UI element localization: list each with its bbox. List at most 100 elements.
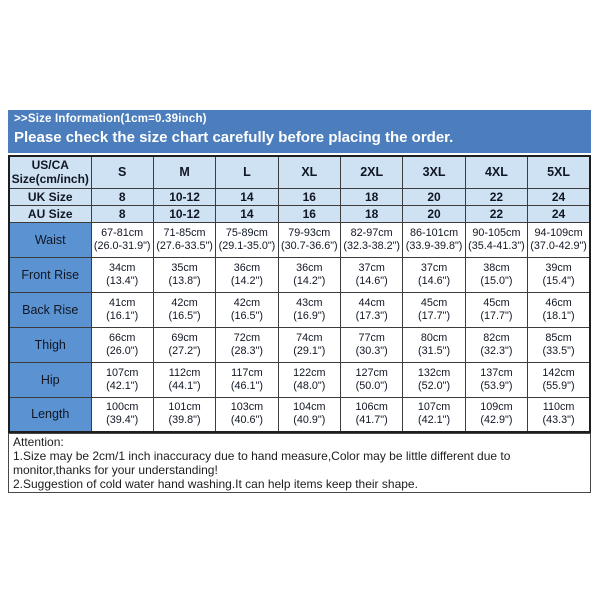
measurement-inch: (33.5") [542, 344, 575, 357]
size-col-header-m: M [152, 155, 217, 189]
measurement-inch: (16.9") [293, 309, 326, 322]
size-col-header-5xl: 5XL [527, 155, 591, 189]
measurement-cell: 42cm (16.5") [215, 291, 279, 328]
measurement-cm: 132cm [417, 366, 451, 379]
measurement-cm: 74cm [296, 331, 323, 344]
measurement-cm: 142cm [542, 366, 575, 379]
measurement-cell: 37cm (14.6") [402, 256, 466, 293]
measurement-cm: 71-85cm [163, 226, 206, 239]
corner-line2: Size(cm/inch) [11, 172, 89, 187]
measurement-inch: (27.6-33.5") [156, 239, 213, 252]
measurement-cm: 100cm [105, 401, 139, 414]
measurement-cell: 117cm (46.1") [215, 361, 279, 398]
measurement-cm: 110cm [542, 401, 575, 414]
measurement-cell: 137cm (53.9") [464, 361, 529, 398]
uk-size-value: 14 [215, 187, 279, 206]
measurement-cm: 94-109cm [534, 226, 583, 239]
measurement-cm: 122cm [293, 366, 326, 379]
measurement-inch: (30.7-36.6") [280, 239, 338, 252]
measurement-inch: (31.5") [418, 344, 451, 357]
measurement-cell: 86-101cm (33.9-39.8") [402, 221, 466, 258]
measurement-cm: 103cm [230, 401, 264, 414]
au-size-value: 14 [215, 204, 279, 223]
measurement-cell: 107cm (42.1") [402, 396, 466, 433]
measurement-cell: 71-85cm (27.6-33.5") [152, 221, 217, 258]
measurement-cell: 107cm (42.1") [90, 361, 154, 398]
measurement-inch: (41.7") [355, 414, 388, 427]
measurement-cm: 44cm [358, 296, 385, 309]
size-col-header-l: L [215, 155, 279, 189]
measurement-inch: (55.9") [542, 379, 575, 392]
measurement-cm: 46cm [545, 296, 572, 309]
uk-size-value: 22 [464, 187, 529, 206]
measurement-inch: (17.3") [355, 309, 388, 322]
measurement-cm: 77cm [358, 331, 385, 344]
measurement-inch: (42.9") [480, 414, 513, 427]
measurement-cell: 79-93cm (30.7-36.6") [277, 221, 342, 258]
measurement-cell: 112cm (44.1") [152, 361, 217, 398]
measurement-inch: (26.0") [106, 344, 139, 357]
measurement-inch: (43.3") [542, 414, 575, 427]
measurement-inch: (42.1") [418, 414, 451, 427]
measurement-inch: (40.9") [293, 414, 326, 427]
measurement-inch: (15.0") [480, 274, 513, 287]
measurement-cm: 45cm [483, 296, 510, 309]
measurement-inch: (32.3-38.2") [343, 239, 401, 252]
au-size-value: 16 [277, 204, 342, 223]
measurement-cell: 46cm (18.1") [527, 291, 591, 328]
measurement-cell: 45cm (17.7") [402, 291, 466, 328]
measurement-cell: 35cm (13.8") [152, 256, 217, 293]
measurement-cm: 41cm [108, 296, 136, 309]
measurement-inch: (17.7") [418, 309, 451, 322]
au-size-row: AU Size 8 10-12 14 16 18 20 22 24 [8, 204, 591, 223]
measurement-cm: 137cm [480, 366, 513, 379]
back-rise-row: Back Rise 41cm (16.1") 42cm (16.5") 42cm (1… [8, 291, 591, 328]
uk-size-value: 20 [402, 187, 466, 206]
measurement-cell: 37cm (14.6") [339, 256, 404, 293]
measurement-cm: 39cm [545, 261, 572, 274]
waist-row: Waist 67-81cm (26.0-31.9") 71-85cm (27.6-3… [8, 221, 591, 258]
banner-subtitle: Please check the size chart carefully be… [14, 129, 454, 146]
hip-row: Hip 107cm (42.1") 112cm (44.1") 117cm (46.1… [8, 361, 591, 398]
size-info-banner: >>Size Information(1cm=0.39inch) Please … [8, 110, 591, 153]
au-size-value: 10-12 [152, 204, 217, 223]
measurement-inch: (26.0-31.9") [93, 239, 151, 252]
attention-box: Attention: 1.Size may be 2cm/1 inch inac… [8, 433, 591, 493]
measurement-cell: 39cm (15.4") [527, 256, 591, 293]
measurement-cell: 66cm (26.0") [90, 326, 154, 363]
measurement-cell: 100cm (39.4") [90, 396, 154, 433]
measurement-cell: 80cm (31.5") [402, 326, 466, 363]
measurement-cm: 43cm [296, 296, 323, 309]
size-col-header-2xl: 2XL [339, 155, 404, 189]
uk-size-value: 8 [90, 187, 154, 206]
measurement-inch: (42.1") [106, 379, 139, 392]
measurement-inch: (37.0-42.9") [530, 239, 587, 252]
measurement-cell: 106cm (41.7") [339, 396, 404, 433]
size-col-header-3xl: 3XL [402, 155, 466, 189]
measurement-inch: (33.9-39.8") [405, 239, 463, 252]
measurement-cell: 72cm (28.3") [215, 326, 279, 363]
measurement-cell: 34cm (13.4") [90, 256, 154, 293]
measurement-inch: (52.0") [418, 379, 451, 392]
row-label-waist: Waist [8, 221, 92, 258]
attention-note-1: 1.Size may be 2cm/1 inch inaccuracy due … [13, 449, 511, 477]
measurement-inch: (18.1") [542, 309, 575, 322]
measurement-cm: 45cm [420, 296, 448, 309]
measurement-cell: 85cm (33.5") [527, 326, 591, 363]
uk-size-value: 16 [277, 187, 342, 206]
measurement-cm: 107cm [417, 401, 451, 414]
au-size-value: 20 [402, 204, 466, 223]
measurement-inch: (46.1") [230, 379, 263, 392]
measurement-inch: (16.1") [106, 309, 139, 322]
measurement-inch: (32.3") [480, 344, 513, 357]
size-col-header-s: S [90, 155, 154, 189]
measurement-cell: 82-97cm (32.3-38.2") [339, 221, 404, 258]
measurement-inch: (30.3") [355, 344, 388, 357]
measurement-inch: (14.6") [418, 274, 451, 287]
measurement-cm: 69cm [171, 331, 198, 344]
measurement-cm: 86-101cm [410, 226, 459, 239]
banner-title: >>Size Information(1cm=0.39inch) [14, 113, 207, 125]
measurement-inch: (14.6") [355, 274, 388, 287]
uk-size-value: 18 [339, 187, 404, 206]
